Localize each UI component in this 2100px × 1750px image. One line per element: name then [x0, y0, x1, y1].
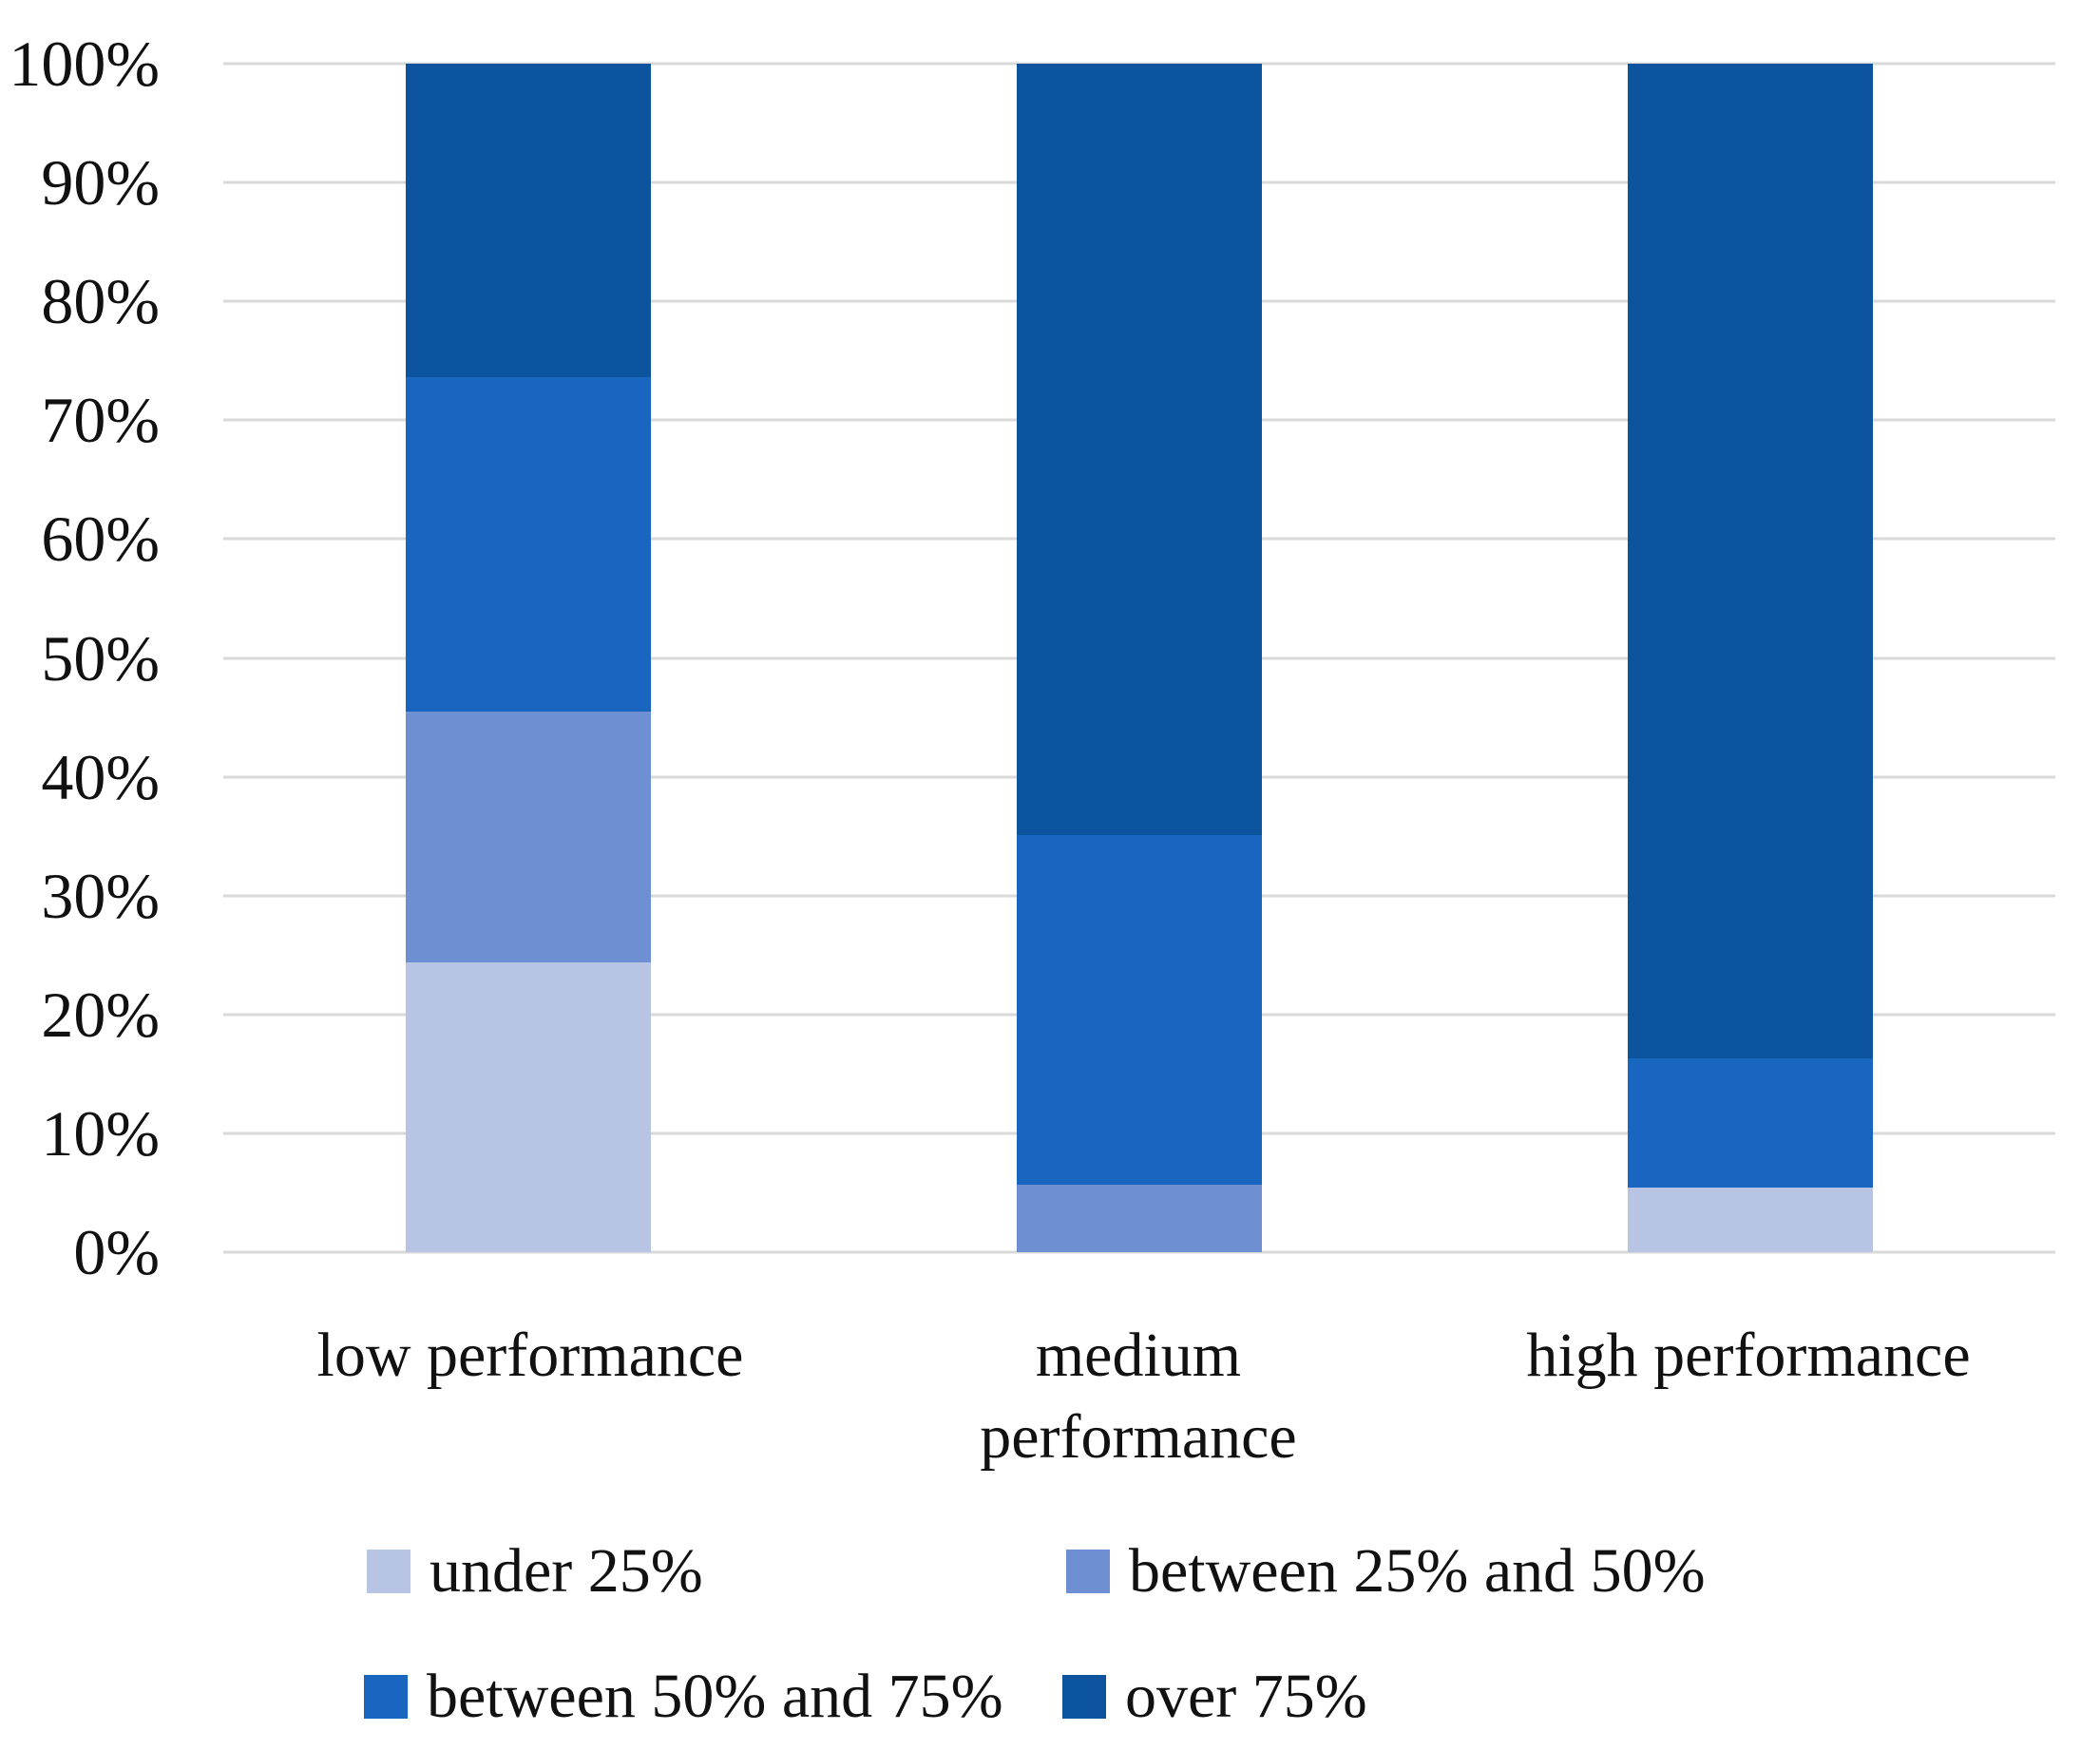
legend-label: under 25% — [430, 1536, 703, 1606]
legend-label: over 75% — [1125, 1662, 1367, 1731]
segment-under-25 — [1627, 1188, 1873, 1252]
y-tick-label: 10% — [41, 1096, 160, 1170]
segment-between-25-and-50 — [406, 711, 652, 962]
y-tick-label: 80% — [41, 265, 160, 338]
category-label-medium-performance: medium performance — [980, 1321, 1297, 1472]
y-tick-label: 70% — [41, 384, 160, 457]
y-tick-label: 90% — [41, 146, 160, 219]
legend-swatch-under-25 — [367, 1550, 410, 1593]
legend-label: between 50% and 75% — [427, 1662, 1003, 1731]
y-axis: 100% 90% 80% 70% 60% 50% 40% 30% 20% 10% 0% — [0, 28, 160, 1288]
category-label-low-performance: low performance — [316, 1321, 744, 1390]
segment-over-75 — [1627, 64, 1873, 1059]
legend-item-over-75: over 75% — [1062, 1657, 1367, 1737]
segment-between-50-and-75 — [406, 377, 652, 712]
segment-over-75 — [406, 64, 652, 378]
bar-high-performance — [1627, 64, 1873, 1252]
bar-medium-performance — [1017, 64, 1262, 1252]
segment-between-50-and-75 — [1627, 1058, 1873, 1189]
y-tick-label: 40% — [41, 740, 160, 813]
segment-under-25 — [406, 961, 652, 1252]
y-tick-label: 30% — [41, 859, 160, 932]
y-tick-label: 20% — [41, 978, 160, 1051]
legend-swatch-over-75 — [1062, 1675, 1106, 1719]
category-label-high-performance: high performance — [1526, 1321, 1971, 1390]
legend-item-between-25-and-50: between 25% and 50% — [1066, 1531, 1706, 1611]
legend-item-between-50-and-75: between 50% and 75% — [364, 1657, 1003, 1737]
y-tick-label: 50% — [41, 621, 160, 694]
bar-low-performance — [406, 64, 652, 1252]
y-tick-label: 100% — [9, 28, 160, 100]
plot-area — [223, 62, 2055, 1254]
segment-over-75 — [1017, 64, 1262, 835]
y-tick-label: 60% — [41, 503, 160, 576]
y-tick-label: 0% — [73, 1216, 160, 1288]
gridline — [223, 62, 2055, 66]
legend-item-under-25: under 25% — [367, 1531, 703, 1611]
legend-swatch-between-25-and-50 — [1066, 1550, 1110, 1593]
segment-between-25-and-50 — [1017, 1184, 1262, 1252]
legend-label: between 25% and 50% — [1129, 1536, 1706, 1606]
legend-swatch-between-50-and-75 — [364, 1675, 408, 1719]
gridline — [223, 1250, 2055, 1254]
segment-between-50-and-75 — [1017, 834, 1262, 1185]
